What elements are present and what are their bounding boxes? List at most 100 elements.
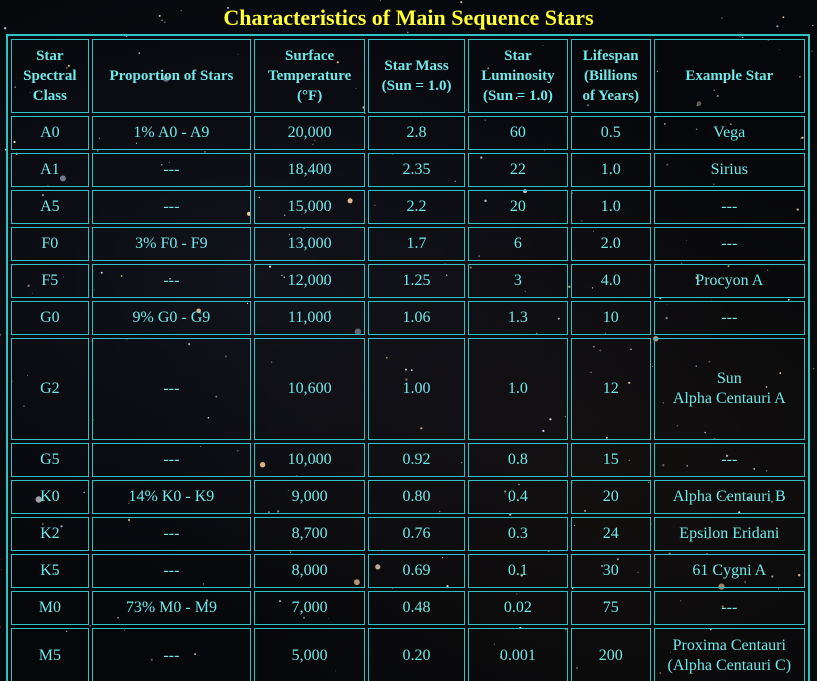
temperature-cell: 5,000 xyxy=(254,628,366,681)
star-dot xyxy=(83,491,85,494)
star-dot xyxy=(138,52,141,55)
star-dot xyxy=(680,600,682,602)
temperature-cell: 7,000 xyxy=(254,591,366,625)
header-proportion: Proportion of Stars xyxy=(91,39,252,113)
star-dot xyxy=(659,672,662,674)
star-dot xyxy=(741,36,744,39)
star-dot xyxy=(480,156,483,159)
star-dot xyxy=(744,581,746,583)
star-dot xyxy=(169,278,171,280)
star-dot xyxy=(176,246,179,248)
star-dot xyxy=(518,483,520,486)
temperature-cell: 10,000 xyxy=(254,443,366,477)
star-dot xyxy=(771,500,773,503)
luminosity-cell: 0.001 xyxy=(467,628,568,681)
star-dot xyxy=(515,97,518,100)
example-star-cell: --- xyxy=(653,443,805,477)
header-mass: Star Mass (Sun = 1.0) xyxy=(368,39,465,113)
star-dot xyxy=(380,0,382,2)
star-dot xyxy=(128,502,130,505)
star-dot xyxy=(200,445,202,447)
star-dot xyxy=(662,402,664,404)
star-dot xyxy=(592,345,595,348)
luminosity-cell: 0.1 xyxy=(467,554,568,588)
header-lifespan: Lifespan (Billions of Years) xyxy=(570,39,651,113)
table-row: F5 --- 12,000 1.25 3 4.0 Procyon A xyxy=(11,264,805,298)
star-dot xyxy=(405,368,407,371)
star-dot xyxy=(721,605,724,608)
star-dot xyxy=(557,317,560,320)
temperature-cell: 13,000 xyxy=(254,227,366,261)
lifespan-cell: 15 xyxy=(570,443,651,477)
spectral-class-cell: M0 xyxy=(11,591,89,625)
luminosity-cell: 1.0 xyxy=(467,338,568,440)
star-dot xyxy=(336,61,339,64)
proportion-cell: --- xyxy=(91,443,252,477)
star-dot xyxy=(576,667,578,669)
star-dot xyxy=(48,610,51,612)
star-dot xyxy=(618,246,619,248)
star-dot xyxy=(767,269,769,271)
mass-cell: 0.92 xyxy=(368,443,465,477)
star-dot xyxy=(328,618,330,619)
proportion-cell: 9% G0 - G9 xyxy=(91,301,252,335)
spectral-class-cell: K0 xyxy=(11,480,89,514)
star-dot xyxy=(664,123,666,125)
star-dot xyxy=(362,106,365,109)
star-dot xyxy=(8,168,10,170)
star-dot xyxy=(374,204,376,206)
star-dot xyxy=(628,459,630,461)
star-dot xyxy=(69,72,72,75)
proportion-cell: --- xyxy=(91,554,252,588)
star-dot xyxy=(0,333,2,336)
table-row: M5 --- 5,000 0.20 0.001 200 Proxima Centauri (… xyxy=(11,628,805,681)
star-dot xyxy=(704,431,706,434)
star-dot xyxy=(301,214,303,216)
star-dot xyxy=(224,355,227,358)
star-dot xyxy=(591,287,594,289)
lifespan-cell: 24 xyxy=(570,517,651,551)
star-dot xyxy=(124,629,125,631)
star-dot xyxy=(516,593,518,595)
star-dot xyxy=(287,490,289,491)
star-dot xyxy=(347,198,353,204)
star-dot xyxy=(604,332,607,334)
mass-cell: 1.25 xyxy=(368,264,465,298)
star-dot xyxy=(279,600,281,603)
lifespan-cell: 30 xyxy=(570,554,651,588)
star-dot xyxy=(439,510,441,513)
header-row: Star Spectral Class Proportion of Stars … xyxy=(11,39,805,113)
star-dot xyxy=(283,214,286,216)
star-dot xyxy=(258,196,260,199)
star-dot xyxy=(637,571,639,573)
star-dot xyxy=(706,537,709,540)
star-dot xyxy=(782,16,785,19)
temperature-cell: 15,000 xyxy=(254,190,366,224)
star-dot xyxy=(460,1,463,4)
star-dot xyxy=(713,89,715,91)
star-dot xyxy=(59,175,66,182)
star-dot xyxy=(652,365,654,367)
star-dot xyxy=(727,265,730,268)
star-dot xyxy=(27,375,28,376)
lifespan-cell: 200 xyxy=(570,628,651,681)
star-dot xyxy=(385,356,388,359)
star-dot xyxy=(614,533,618,536)
example-star-cell: Procyon A xyxy=(653,264,805,298)
star-dot xyxy=(616,558,619,561)
star-dot xyxy=(444,263,446,264)
star-dot xyxy=(666,163,669,166)
star-dot xyxy=(161,164,163,166)
star-dot xyxy=(630,348,632,351)
star-dot xyxy=(600,565,603,567)
lifespan-cell: 10 xyxy=(570,301,651,335)
spectral-class-cell: F5 xyxy=(11,264,89,298)
star-dot xyxy=(628,381,631,384)
star-dot xyxy=(35,496,42,503)
star-dot xyxy=(593,231,594,233)
table-row: G0 9% G0 - G9 11,000 1.06 1.3 10 --- xyxy=(11,301,805,335)
star-dot xyxy=(723,379,726,382)
proportion-cell: --- xyxy=(91,153,252,187)
example-star-cell: Sirius xyxy=(653,153,805,187)
table-row: A0 1% A0 - A9 20,000 2.8 60 0.5 Vega xyxy=(11,116,805,150)
